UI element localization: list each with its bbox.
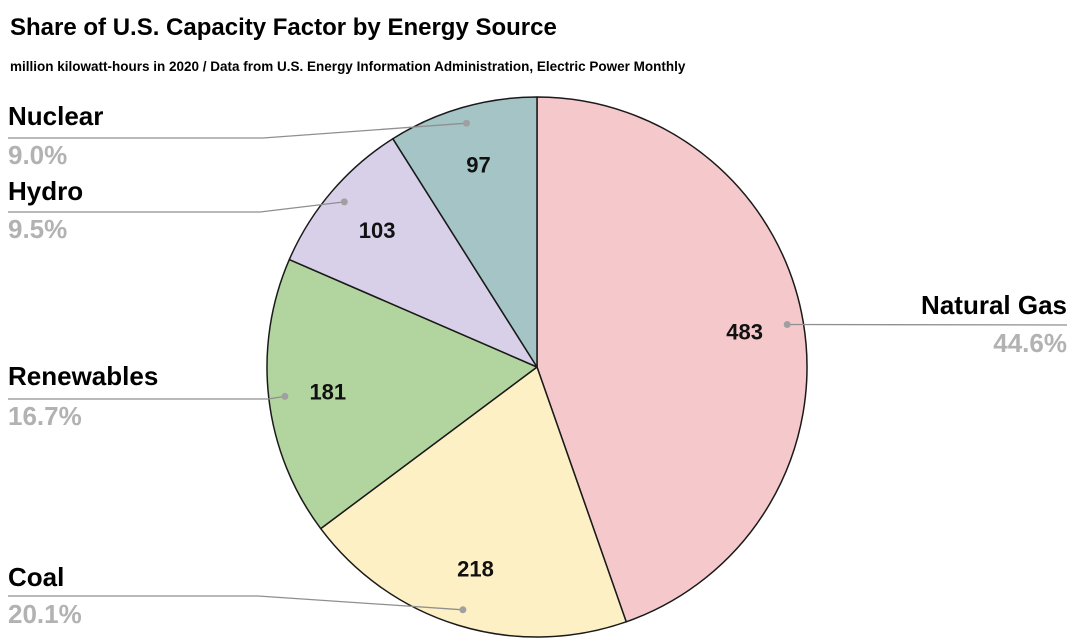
callout-label-natural-gas: Natural Gas [921,290,1067,320]
chart-title: Share of U.S. Capacity Factor by Energy … [10,14,557,41]
callout-label-coal: Coal [8,562,65,592]
slice-value-label-hydro: 103 [359,218,396,243]
pie-slice-coal[interactable] [319,366,627,638]
leader-line-renewables [8,395,285,400]
leader-line-coal [8,595,463,611]
slice-value-label-renewables: 181 [309,379,346,404]
callout-pct-coal: 20.1% [8,599,82,629]
chart-subtitle: million kilowatt-hours in 2020 / Data fr… [10,59,686,74]
leader-line-hydro [8,201,345,213]
leader-dot-renewables [281,392,289,400]
callout-pct-nuclear: 9.0% [8,140,68,170]
leader-dot-coal [459,606,467,614]
callout-label-hydro: Hydro [8,176,84,206]
leader-dot-natural-gas [783,321,791,328]
slice-value-label-nuclear: 97 [466,153,490,178]
pie-slice-natural-gas[interactable] [536,96,808,623]
callout-pct-hydro: 9.5% [8,214,68,244]
callout-label-nuclear: Nuclear [8,101,104,131]
leader-line-nuclear [8,122,467,139]
leader-dot-nuclear [463,119,470,127]
slice-value-label-natural-gas: 483 [726,320,763,345]
leader-line-natural-gas [787,323,1068,326]
pie-slice-nuclear[interactable] [392,96,538,368]
callout-pct-natural-gas: 44.6% [993,328,1067,358]
pie-slice-hydro[interactable] [288,137,538,368]
callout-pct-renewables: 16.7% [8,401,82,431]
callout-label-renewables: Renewables [8,361,159,391]
leader-dot-hydro [340,198,348,206]
slice-value-label-coal: 218 [457,556,494,581]
